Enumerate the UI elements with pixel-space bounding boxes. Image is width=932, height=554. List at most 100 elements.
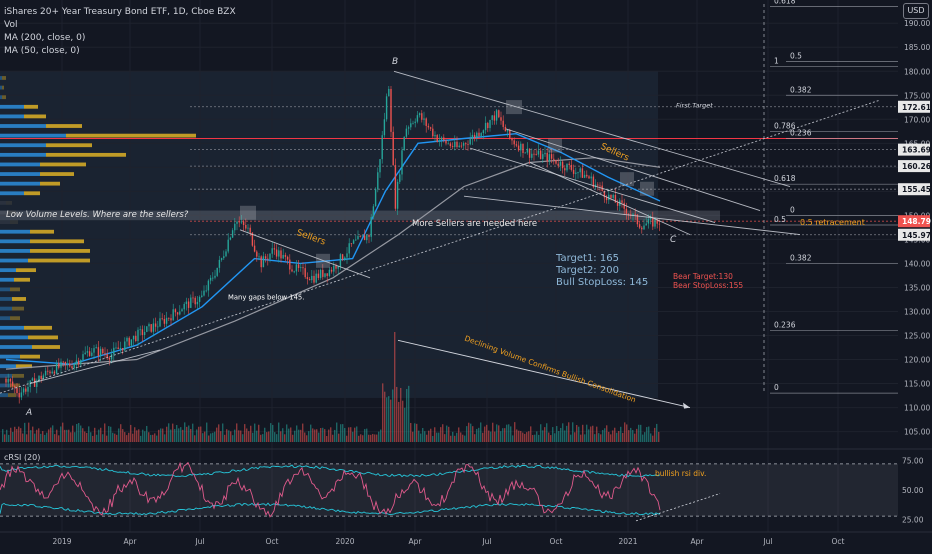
candle-body <box>502 120 504 127</box>
candle-body <box>31 378 34 381</box>
volume-bar <box>558 431 560 442</box>
candle-body <box>128 337 130 346</box>
volume-bar <box>224 434 226 442</box>
candle-body <box>130 339 133 346</box>
time-tick-11: Oct <box>832 537 845 546</box>
candle-body <box>88 351 91 356</box>
volume-bar <box>202 433 204 442</box>
candle-body <box>115 347 117 349</box>
candle-body <box>183 303 185 310</box>
candle-body <box>273 248 276 250</box>
volume-bar <box>176 424 178 442</box>
currency-button[interactable]: USD <box>903 3 929 19</box>
candle-body <box>201 295 203 297</box>
volume-bar <box>138 429 140 442</box>
candle-body <box>289 259 291 270</box>
volume-bar <box>438 432 440 442</box>
volume-bar <box>102 434 104 442</box>
candle-body <box>251 232 254 246</box>
volume-bar <box>186 426 188 442</box>
price-tick-14: 175.00 <box>904 91 930 100</box>
candle-body <box>104 353 106 355</box>
rsi-lower-band <box>0 502 661 516</box>
candle-body <box>522 143 524 153</box>
volume-bar <box>520 430 522 442</box>
candle-body <box>7 378 9 383</box>
volume-bar <box>146 425 148 442</box>
candle-body <box>394 165 397 209</box>
target-label-2: Bull StopLoss: 145 <box>556 277 648 288</box>
fib-label-0: 0.618 <box>774 0 796 5</box>
candle-body <box>146 326 148 332</box>
candle-body <box>258 256 260 258</box>
candle-body <box>311 275 313 281</box>
profile-buy-bar-4 <box>0 114 24 119</box>
candle-body <box>528 148 531 158</box>
profile-sell-bar-7 <box>46 143 92 148</box>
candle-body <box>286 256 289 260</box>
price-label-4: 148.79 <box>902 217 931 226</box>
profile-buy-bar-32 <box>0 383 10 388</box>
candle-body <box>447 143 449 145</box>
profile-buy-bar-0 <box>0 76 2 80</box>
volume-bar <box>174 429 176 442</box>
volume-bar <box>344 428 346 442</box>
candle-body <box>605 197 608 201</box>
candle-body <box>278 250 280 257</box>
profile-sell-bar-30 <box>16 364 32 369</box>
volume-bar <box>538 434 540 442</box>
volume-bar <box>108 426 110 442</box>
volume-bar <box>378 431 380 442</box>
volume-bar <box>416 423 418 442</box>
candle-body <box>49 371 51 374</box>
candle-body <box>71 366 73 369</box>
volume-bar <box>220 431 222 442</box>
volume-bar <box>648 426 650 442</box>
volume-bar <box>230 431 232 442</box>
volume-bar <box>242 434 244 442</box>
candle-body <box>51 371 53 374</box>
candle-body <box>5 378 7 383</box>
candle-body <box>203 290 205 296</box>
volume-bar <box>304 432 306 442</box>
volume-bar <box>622 432 624 442</box>
candle-body <box>143 331 146 336</box>
candle-body <box>357 236 359 240</box>
candle-body <box>256 251 258 257</box>
candle-body <box>495 110 498 121</box>
volume-bar <box>636 428 638 442</box>
candle-body <box>410 123 412 128</box>
candle-body <box>192 297 194 299</box>
volume-bar <box>562 423 564 442</box>
volume-bar <box>206 422 208 442</box>
volume-bar <box>362 435 364 442</box>
volume-bar <box>280 431 282 442</box>
volume-bar <box>348 427 350 442</box>
volume-bar <box>56 429 58 442</box>
profile-sell-bar-1 <box>2 85 4 90</box>
price-tick-2: 115.00 <box>904 380 930 389</box>
candle-body <box>207 280 210 291</box>
rsi-divergence-label: bullish rsi div. <box>655 469 706 478</box>
candle-body <box>308 279 311 281</box>
candle-body <box>469 139 471 145</box>
candle-body <box>333 265 335 272</box>
time-tick-6: Jul <box>481 537 491 546</box>
ma50-line <box>5 132 661 366</box>
volume-bar <box>14 426 16 442</box>
seller-box-0 <box>240 205 256 220</box>
volume-bar <box>236 423 238 442</box>
volume-bar <box>40 433 42 442</box>
seller-box-5 <box>640 181 654 196</box>
profile-sell-bar-9 <box>40 162 86 167</box>
candle-body <box>515 144 518 146</box>
candle-body <box>656 219 658 224</box>
profile-sell-bar-25 <box>10 316 20 321</box>
candle-body <box>621 200 623 203</box>
candle-body <box>467 144 469 145</box>
volume-bar <box>110 426 112 442</box>
volume-bar <box>432 435 434 442</box>
volume-bar <box>514 422 516 442</box>
candle-body <box>388 88 390 97</box>
